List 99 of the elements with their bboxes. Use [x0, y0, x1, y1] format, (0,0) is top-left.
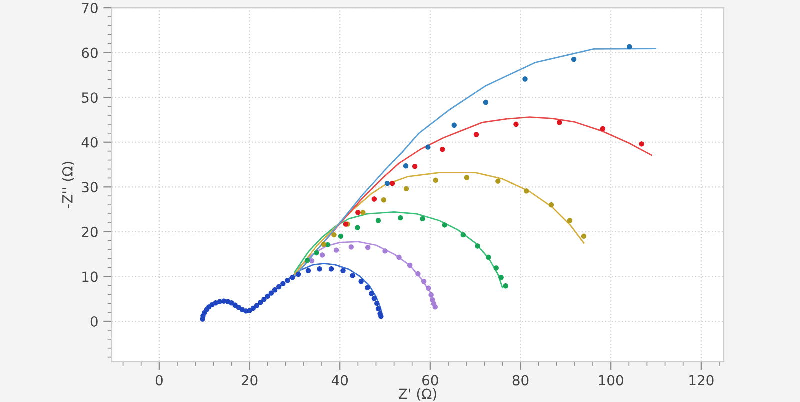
point	[390, 180, 396, 186]
point	[276, 284, 282, 290]
point	[348, 244, 354, 250]
y-tick-label: 30	[82, 182, 98, 193]
x-tick-label: 40	[332, 375, 348, 386]
point	[280, 281, 286, 286]
point	[213, 300, 218, 306]
point	[398, 215, 404, 221]
point	[317, 266, 322, 272]
point	[365, 245, 371, 250]
point	[314, 250, 320, 256]
point	[483, 100, 489, 106]
point	[442, 222, 448, 228]
y-tick-label: 40	[82, 137, 98, 148]
point	[376, 218, 382, 224]
point	[250, 306, 256, 312]
y-tick-label: 0	[90, 316, 98, 327]
point	[464, 175, 470, 180]
point	[355, 225, 360, 231]
x-tick-label: 0	[156, 375, 163, 386]
point	[381, 198, 386, 203]
point	[268, 290, 274, 296]
point	[350, 273, 356, 278]
point	[496, 178, 501, 184]
x-tick-label: 80	[512, 375, 529, 386]
point	[358, 279, 364, 284]
point	[503, 284, 508, 289]
point	[524, 188, 530, 194]
point	[581, 234, 587, 240]
point	[567, 218, 573, 224]
y-tick-label: 70	[82, 3, 98, 14]
point	[356, 210, 361, 216]
point	[494, 266, 499, 271]
point	[475, 244, 480, 249]
point	[272, 288, 278, 293]
point	[365, 285, 370, 291]
point	[338, 234, 344, 240]
point	[309, 258, 315, 264]
point	[372, 296, 378, 302]
point	[321, 242, 326, 248]
point	[474, 132, 480, 138]
point	[432, 304, 438, 310]
point	[374, 300, 380, 306]
point	[548, 202, 554, 208]
point	[306, 268, 312, 274]
point	[296, 272, 302, 278]
y-tick-label: 20	[82, 226, 98, 238]
point	[290, 275, 296, 280]
point	[639, 142, 644, 147]
x-tick-label: 120	[690, 375, 714, 386]
x-tick-label: 100	[599, 375, 624, 386]
point	[426, 144, 431, 150]
point	[428, 292, 434, 298]
point	[304, 258, 310, 264]
x-axis-title: Z' (Ω)	[399, 388, 436, 401]
point	[440, 146, 446, 152]
point	[376, 306, 382, 312]
point	[460, 232, 466, 238]
point	[627, 44, 632, 50]
point	[556, 120, 562, 126]
point	[334, 248, 340, 253]
point	[571, 56, 577, 62]
point	[369, 291, 374, 296]
point	[382, 248, 388, 254]
point	[360, 210, 366, 216]
point	[372, 196, 378, 202]
point	[452, 122, 457, 128]
point	[396, 254, 402, 260]
point	[522, 76, 528, 82]
y-tick-label: 50	[82, 92, 98, 104]
point	[285, 278, 290, 284]
point	[486, 254, 492, 260]
x-tick-label: 20	[242, 375, 258, 386]
point	[403, 164, 409, 169]
y-tick-label: 10	[82, 272, 98, 282]
point	[254, 303, 260, 308]
point	[422, 279, 427, 284]
point	[378, 314, 384, 320]
point	[328, 266, 334, 272]
point	[332, 232, 337, 238]
y-tick-label: 60	[82, 48, 98, 58]
point	[433, 178, 438, 184]
point	[258, 300, 264, 306]
point	[420, 216, 426, 222]
point	[412, 164, 418, 170]
point	[407, 262, 413, 268]
point	[514, 122, 519, 128]
x-tick-label: 60	[422, 375, 438, 386]
point	[262, 296, 267, 302]
point	[426, 286, 432, 291]
point	[384, 180, 390, 186]
point	[600, 126, 606, 132]
point	[320, 252, 326, 258]
point	[416, 271, 421, 277]
point	[265, 294, 270, 300]
y-axis-title: -Z'' (Ω)	[62, 162, 75, 208]
point	[340, 268, 346, 274]
point	[498, 275, 504, 280]
point	[404, 186, 410, 192]
